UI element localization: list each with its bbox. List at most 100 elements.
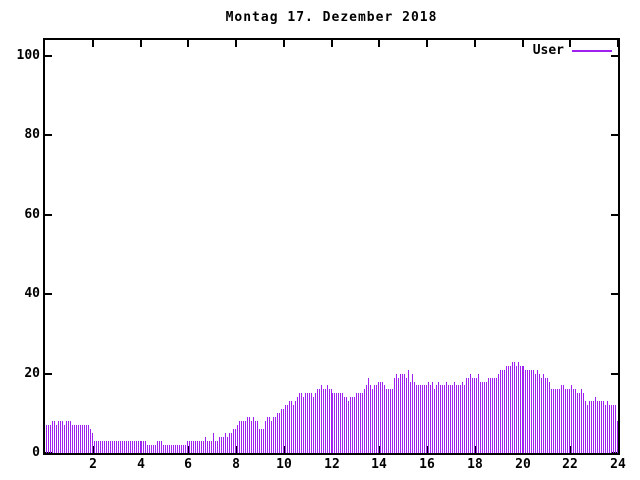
bar — [309, 393, 310, 453]
x-axis-tick — [235, 446, 237, 453]
bar — [368, 378, 369, 453]
bar — [201, 441, 202, 453]
bar — [597, 401, 598, 453]
x-axis-tick — [378, 446, 380, 453]
x-axis-tick — [378, 40, 380, 47]
bar — [279, 413, 280, 453]
bar — [76, 425, 77, 453]
bar — [555, 389, 556, 453]
bar — [372, 389, 373, 453]
bar — [86, 425, 87, 453]
bar — [299, 393, 300, 453]
bar — [573, 389, 574, 453]
x-axis-tick — [569, 40, 571, 47]
bar — [478, 374, 479, 453]
bar — [390, 389, 391, 453]
bar — [116, 441, 117, 453]
bar — [106, 441, 107, 453]
bar — [259, 429, 260, 453]
bar — [134, 441, 135, 453]
bar — [207, 441, 208, 453]
bar — [94, 441, 95, 453]
bar — [516, 366, 517, 453]
bar — [245, 421, 246, 453]
bar — [157, 441, 158, 453]
y-tick-label: 100 — [16, 48, 40, 63]
bar — [130, 441, 131, 453]
bar — [581, 389, 582, 453]
bar — [458, 385, 459, 453]
bar — [161, 441, 162, 453]
bar — [362, 393, 363, 453]
bar — [72, 425, 73, 453]
bar — [512, 362, 513, 453]
y-axis-tick — [611, 55, 618, 57]
bar — [502, 370, 503, 453]
bar — [440, 385, 441, 453]
bar — [215, 441, 216, 453]
plot-area: User — [43, 38, 620, 455]
bar — [319, 389, 320, 453]
bar — [537, 370, 538, 453]
bar — [80, 425, 81, 453]
bar — [64, 425, 65, 453]
bar — [438, 382, 439, 453]
bar — [239, 421, 240, 453]
bar — [589, 401, 590, 453]
bar — [462, 382, 463, 453]
bar — [329, 389, 330, 453]
bar — [78, 425, 79, 453]
bar — [352, 397, 353, 453]
bar — [265, 421, 266, 453]
y-axis-tick — [611, 373, 618, 375]
bar — [301, 393, 302, 453]
bar — [456, 385, 457, 453]
bar — [394, 378, 395, 453]
bar — [498, 374, 499, 453]
bar — [408, 370, 409, 453]
bar — [579, 393, 580, 453]
bar — [549, 382, 550, 453]
bar — [277, 413, 278, 453]
bar — [350, 397, 351, 453]
bar — [484, 382, 485, 453]
bar — [545, 378, 546, 453]
x-axis-tick — [617, 40, 619, 47]
bar — [342, 393, 343, 453]
bar — [500, 370, 501, 453]
bar — [605, 405, 606, 453]
bar — [243, 421, 244, 453]
x-axis-tick — [283, 40, 285, 47]
bar — [384, 385, 385, 453]
bar — [189, 441, 190, 453]
bar — [313, 397, 314, 453]
bar — [527, 370, 528, 453]
bar — [494, 378, 495, 453]
bar — [183, 445, 184, 453]
bar — [126, 441, 127, 453]
bar — [315, 393, 316, 453]
bar — [424, 385, 425, 453]
bar — [374, 385, 375, 453]
y-axis-tick — [611, 293, 618, 295]
y-axis-tick — [611, 214, 618, 216]
bar — [251, 421, 252, 453]
bar — [132, 441, 133, 453]
x-axis-tick — [187, 446, 189, 453]
y-axis-tick — [611, 452, 618, 454]
x-axis-tick — [617, 446, 619, 453]
bar — [223, 437, 224, 453]
bar — [145, 441, 146, 453]
bar — [325, 389, 326, 453]
bar — [466, 378, 467, 453]
bar — [446, 382, 447, 453]
bar — [171, 445, 172, 453]
x-axis-tick — [283, 446, 285, 453]
bar — [332, 393, 333, 453]
bar — [159, 441, 160, 453]
bar — [496, 378, 497, 453]
x-tick-label: 4 — [137, 457, 145, 472]
bar — [388, 389, 389, 453]
bar — [392, 389, 393, 453]
bar — [551, 389, 552, 453]
